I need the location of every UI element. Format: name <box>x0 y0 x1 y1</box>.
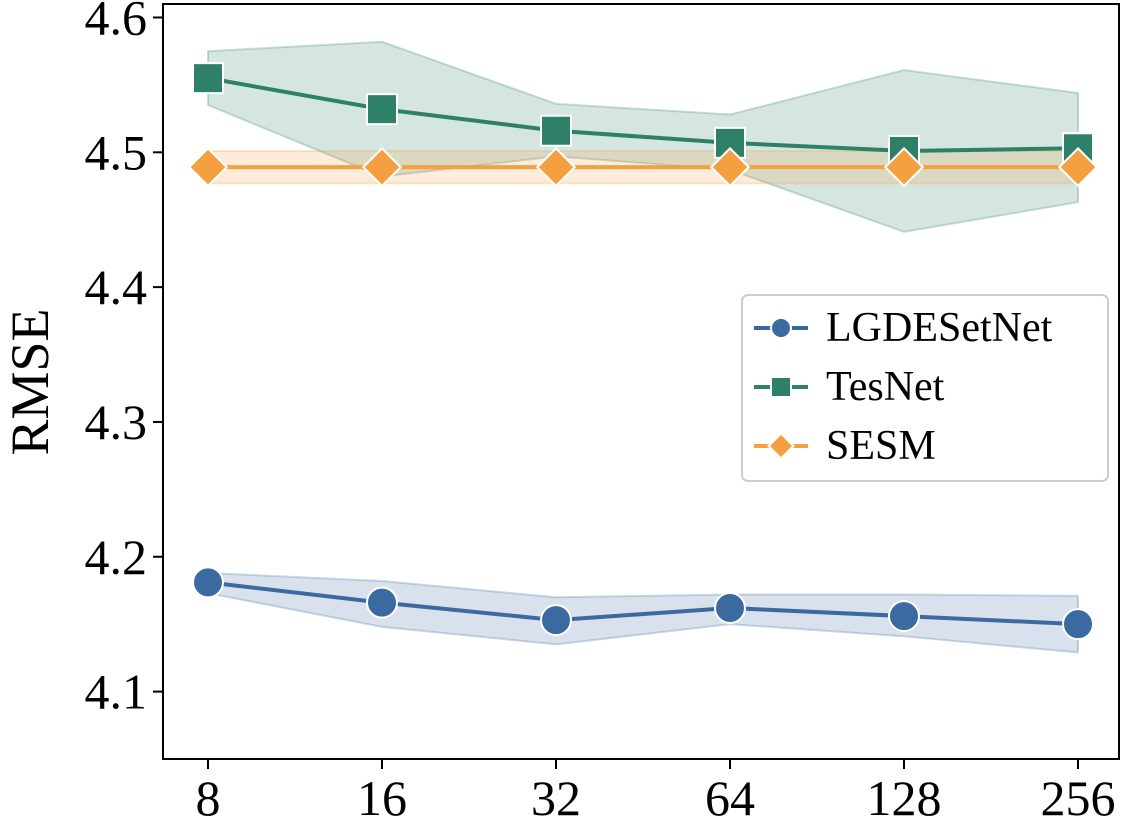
legend-lgdesetnet-marker <box>770 317 792 339</box>
sesm-point <box>709 146 751 188</box>
plot-frame <box>162 3 1120 760</box>
y-tick-label: 4.6 <box>85 0 148 45</box>
lgdesetnet-point <box>888 600 920 633</box>
x-tick-label: 64 <box>705 770 755 823</box>
series-markers <box>187 62 1099 641</box>
lgdesetnet-point <box>714 592 746 624</box>
y-axis-ticks: 4.1 4.2 4.3 4.4 4.5 4.6 <box>85 0 163 720</box>
legend-tesnet-label: TesNet <box>826 364 945 410</box>
sesm-point <box>1057 146 1099 188</box>
legend: LGDESetNet TesNet SESM <box>741 294 1109 482</box>
tesnet-point <box>192 62 224 95</box>
y-tick-label: 4.4 <box>85 259 148 315</box>
y-axis-label: RMSE <box>0 308 60 455</box>
legend-sesm-label: SESM <box>826 423 936 469</box>
lgdesetnet-point <box>1062 608 1094 641</box>
lgdesetnet-point <box>540 604 572 637</box>
sesm-point <box>883 146 925 188</box>
y-tick-label: 4.2 <box>85 529 148 585</box>
x-tick-label: 16 <box>357 770 407 823</box>
tesnet-point <box>540 114 572 147</box>
legend-lgdesetnet-label: LGDESetNet <box>826 305 1053 351</box>
x-axis-ticks: 8 16 32 64 128 256 <box>196 759 1116 823</box>
x-tick-label: 8 <box>196 770 221 823</box>
x-tick-label: 128 <box>867 770 942 823</box>
y-tick-label: 4.5 <box>85 124 148 180</box>
tesnet-line <box>207 76 1079 153</box>
lgdesetnet-point <box>192 566 224 599</box>
y-tick-label: 4.3 <box>85 394 148 450</box>
tesnet-point <box>366 93 398 126</box>
x-tick-label: 32 <box>531 770 581 823</box>
sesm-point <box>361 146 403 188</box>
lgdesetnet-point <box>366 586 398 619</box>
legend-items: LGDESetNet TesNet SESM <box>754 305 1053 469</box>
y-tick-label: 4.1 <box>85 664 148 720</box>
series-lines <box>207 76 1079 627</box>
sesm-point <box>535 146 577 188</box>
sesm-point <box>187 146 229 188</box>
x-tick-label: 256 <box>1041 770 1116 823</box>
legend-tesnet-marker <box>770 376 792 398</box>
lgdesetnet-line <box>207 580 1079 627</box>
legend-box <box>741 294 1109 482</box>
legend-sesm-marker <box>767 432 795 460</box>
